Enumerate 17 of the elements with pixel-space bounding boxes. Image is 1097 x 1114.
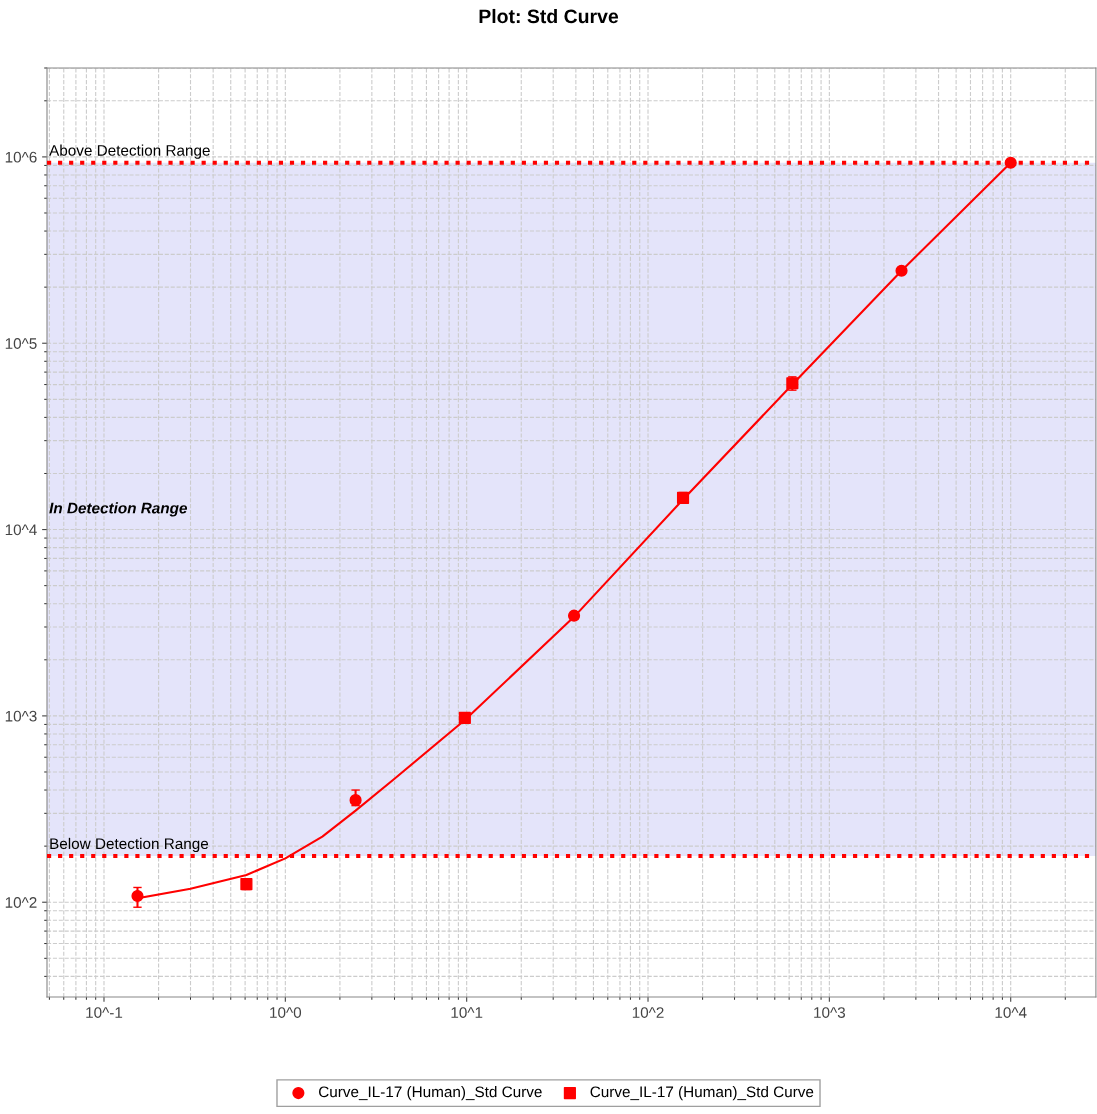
x-tick-label: 10^2 [632, 1007, 664, 1018]
chart-title: Plot: Std Curve [479, 8, 619, 24]
x-tick-label: 10^-1 [86, 1007, 123, 1018]
y-tick-label: 10^4 [5, 524, 37, 536]
band-label: In Detection Range [49, 502, 188, 517]
ref-line-label: Below Detection Range [50, 837, 209, 853]
x-tick-label: 10^4 [995, 1007, 1027, 1018]
x-tick-label: 10^1 [451, 1007, 483, 1018]
y-tick-label: 10^5 [5, 338, 37, 349]
y-tick-label: 10^2 [5, 897, 37, 908]
ref-line-label: Above Detection Range [49, 144, 210, 159]
x-tick-label: 10^0 [270, 1007, 302, 1018]
legend-label: Curve_IL-17 (Human)_Std Curve [590, 1086, 814, 1101]
x-tick-label: 10^3 [814, 1007, 846, 1018]
y-tick-label: 10^6 [5, 151, 37, 163]
y-tick-label: 10^3 [5, 710, 37, 722]
legend-label: Curve_IL-17 (Human)_Std Curve [319, 1086, 542, 1101]
